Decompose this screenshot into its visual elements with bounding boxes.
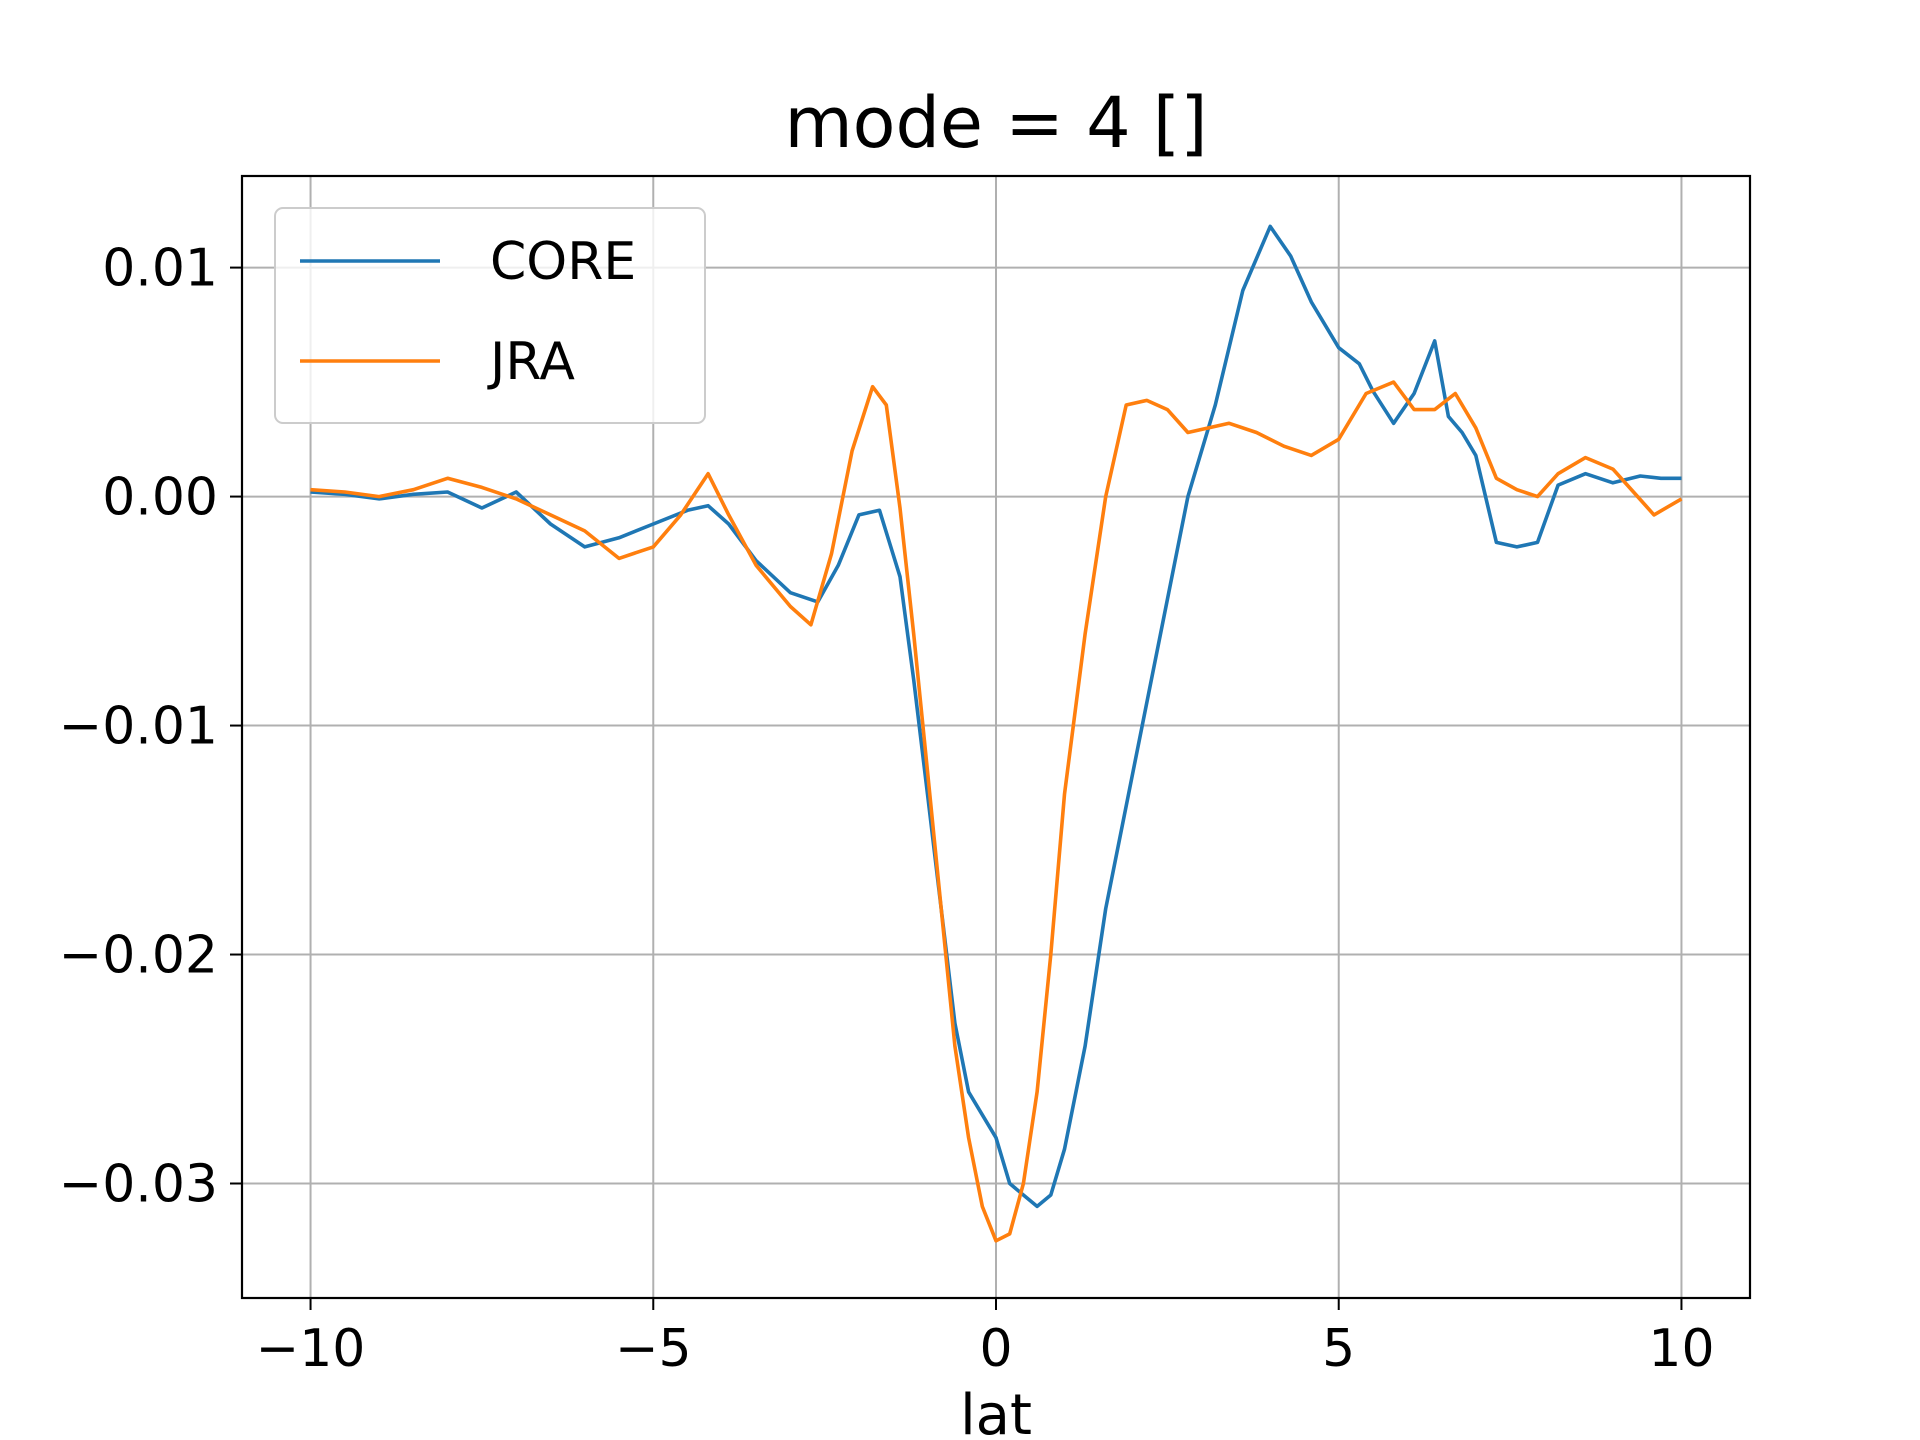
x-tick-label: −5	[615, 1319, 692, 1379]
y-tick-label: 0.01	[102, 239, 218, 299]
legend-label: CORE	[490, 232, 636, 292]
series-layer	[310, 224, 1683, 1243]
x-tick-label: 0	[979, 1319, 1012, 1379]
x-tick-label: −10	[256, 1319, 366, 1379]
series-line-jra	[310, 380, 1683, 1243]
x-tick-label: 10	[1648, 1319, 1714, 1379]
legend-label: JRA	[487, 332, 575, 392]
y-tick-label: −0.03	[59, 1155, 218, 1215]
y-tick-label: −0.01	[59, 697, 218, 757]
grid-layer	[242, 176, 1750, 1298]
chart-title: mode = 4 []	[784, 82, 1207, 164]
x-axis-label: lat	[960, 1383, 1032, 1440]
y-tick-label: −0.02	[59, 926, 218, 986]
legend: CORE JRA	[274, 207, 706, 424]
y-tick-label: 0.00	[102, 468, 218, 528]
tick-layer: −10 −5 0 5 10 −0.03 −0.02 −0.01 0.00 0.01	[59, 239, 1715, 1379]
series-line-core	[310, 224, 1682, 1209]
x-tick-label: 5	[1322, 1319, 1355, 1379]
